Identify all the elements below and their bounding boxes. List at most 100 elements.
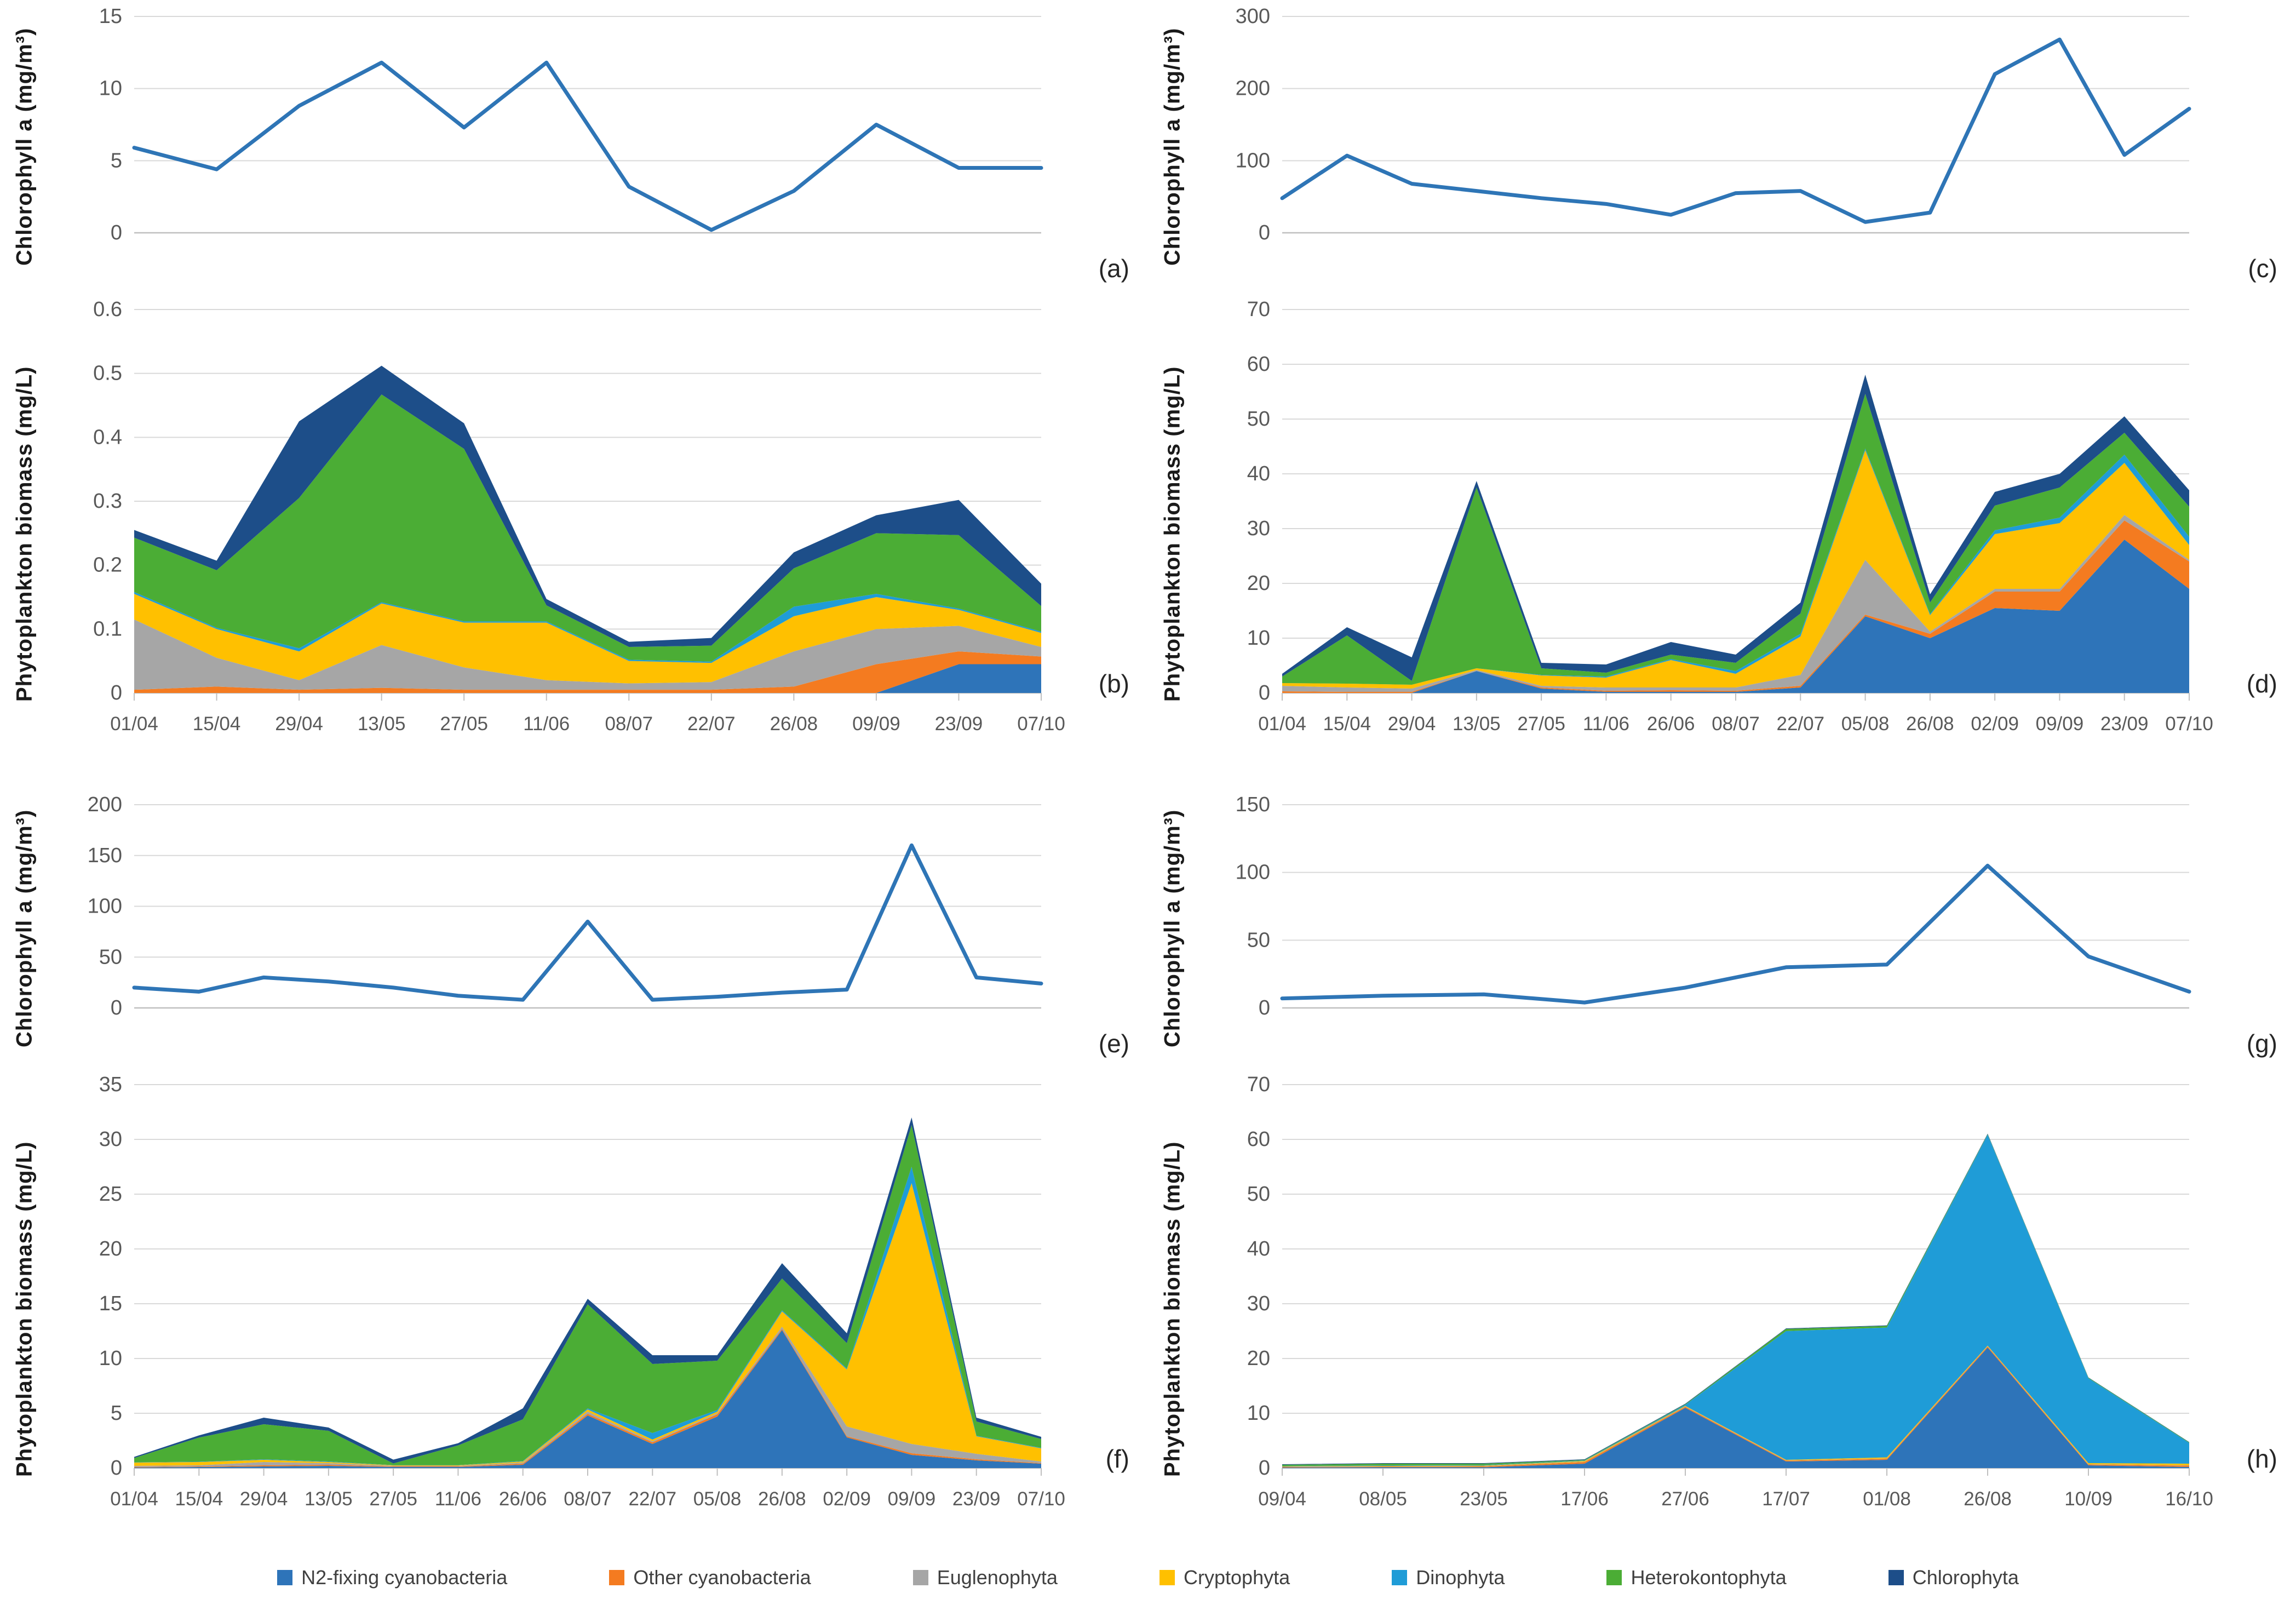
svg-text:60: 60	[1247, 353, 1270, 376]
panel-d: Phytoplankton biomass (mg/L) 0 10 20 30 40 50…	[1148, 293, 2296, 775]
svg-text:0.1: 0.1	[93, 617, 122, 640]
panel-a: Chlorophyll a (mg/m³) 0 5 10 15 (a)	[0, 0, 1148, 293]
svg-text:05/08: 05/08	[1841, 713, 1890, 735]
svg-text:30: 30	[1247, 1292, 1270, 1315]
svg-text:13/05: 13/05	[305, 1488, 353, 1510]
svg-text:100: 100	[1236, 861, 1270, 884]
legend-swatch-icon	[1888, 1570, 1904, 1585]
panel-letter: (c)	[2248, 254, 2277, 283]
svg-text:35: 35	[99, 1073, 122, 1096]
y-axis-title: Phytoplankton biomass (mg/L)	[1160, 1141, 1185, 1477]
panel-letter: (f)	[1105, 1445, 1129, 1473]
svg-text:13/05: 13/05	[358, 713, 406, 735]
legend-label: Heterokontophyta	[1631, 1566, 1787, 1589]
svg-text:22/07: 22/07	[1776, 713, 1824, 735]
svg-text:17/07: 17/07	[1762, 1488, 1810, 1510]
svg-text:08/07: 08/07	[564, 1488, 612, 1510]
svg-text:0: 0	[1259, 1457, 1270, 1480]
y-axis-title: Chlorophyll a (mg/m³)	[1160, 809, 1185, 1047]
svg-text:23/09: 23/09	[2100, 713, 2149, 735]
svg-text:22/07: 22/07	[628, 1488, 676, 1510]
svg-text:20: 20	[99, 1237, 122, 1260]
panel-e: Chlorophyll a (mg/m³) 0 50 100 150 200 (e)	[0, 788, 1148, 1068]
svg-text:29/04: 29/04	[240, 1488, 288, 1510]
legend-label: N2-fixing cyanobacteria	[301, 1566, 508, 1589]
svg-text:50: 50	[1247, 1183, 1270, 1206]
svg-text:09/09: 09/09	[888, 1488, 936, 1510]
panel-f: Phytoplankton biomass (mg/L) 0 5 10 15 20 25 3…	[0, 1068, 1148, 1550]
legend-label: Other cyanobacteria	[633, 1566, 811, 1589]
svg-text:11/06: 11/06	[1583, 713, 1629, 735]
panel-letter: (d)	[2246, 669, 2277, 698]
legend-label: Dinophyta	[1416, 1566, 1505, 1589]
svg-text:300: 300	[1236, 5, 1270, 28]
y-axis-title: Phytoplankton biomass (mg/L)	[12, 366, 37, 702]
panel-letter: (g)	[2246, 1029, 2277, 1058]
svg-text:08/05: 08/05	[1359, 1488, 1407, 1510]
svg-text:27/05: 27/05	[440, 713, 488, 735]
svg-text:5: 5	[111, 149, 122, 172]
svg-text:29/04: 29/04	[275, 713, 323, 735]
taxa-legend: N2-fixing cyanobacteria Other cyanobacter…	[0, 1550, 2296, 1605]
biomass-area-chart-d: 0 10 20 30 40 50 60 70 01/04 15/04 29/04 13/05 27/05…	[1247, 298, 2213, 735]
svg-text:20: 20	[1247, 572, 1270, 595]
svg-text:200: 200	[88, 793, 122, 816]
svg-text:09/09: 09/09	[852, 713, 900, 735]
legend-swatch-icon	[609, 1570, 625, 1585]
panel-letter: (e)	[1098, 1029, 1129, 1058]
svg-text:50: 50	[1247, 928, 1270, 951]
svg-text:07/10: 07/10	[1017, 1488, 1065, 1510]
svg-text:0.6: 0.6	[93, 298, 122, 321]
svg-text:02/09: 02/09	[1971, 713, 2019, 735]
svg-text:0.5: 0.5	[93, 362, 122, 385]
svg-text:13/05: 13/05	[1453, 713, 1501, 735]
svg-text:30: 30	[99, 1128, 122, 1151]
svg-text:70: 70	[1247, 298, 1270, 321]
legend-swatch-icon	[1160, 1570, 1175, 1585]
svg-text:10: 10	[99, 77, 122, 100]
biomass-area-chart-f: 0 5 10 15 20 25 30 35 01/04 15/04 29/04 13/05 27/05 1…	[99, 1073, 1065, 1510]
panel-b: Phytoplankton biomass (mg/L) 0 0.1 0.2 0.3 0…	[0, 293, 1148, 775]
svg-text:150: 150	[1236, 793, 1270, 816]
svg-text:25: 25	[99, 1183, 122, 1206]
svg-text:01/04: 01/04	[1258, 713, 1306, 735]
svg-text:11/06: 11/06	[523, 713, 570, 735]
svg-text:30: 30	[1247, 517, 1270, 540]
legend-item: N2-fixing cyanobacteria	[277, 1566, 507, 1589]
svg-text:0.2: 0.2	[93, 554, 122, 577]
svg-text:27/06: 27/06	[1661, 1488, 1709, 1510]
legend-item: Cryptophyta	[1160, 1566, 1290, 1589]
svg-text:10/09: 10/09	[2064, 1488, 2113, 1510]
svg-text:15/04: 15/04	[1323, 713, 1371, 735]
svg-text:20: 20	[1247, 1347, 1270, 1370]
svg-text:05/08: 05/08	[693, 1488, 742, 1510]
legend-swatch-icon	[277, 1570, 293, 1585]
svg-text:01/04: 01/04	[110, 1488, 158, 1510]
svg-text:26/08: 26/08	[770, 713, 818, 735]
panel-h: Phytoplankton biomass (mg/L) 0 10 20 30 40 50…	[1148, 1068, 2296, 1550]
svg-text:0: 0	[1259, 221, 1270, 244]
svg-text:27/05: 27/05	[1517, 713, 1565, 735]
svg-text:11/06: 11/06	[435, 1488, 481, 1510]
svg-text:23/09: 23/09	[935, 713, 983, 735]
legend-swatch-icon	[1606, 1570, 1622, 1585]
svg-text:09/04: 09/04	[1258, 1488, 1306, 1510]
svg-text:50: 50	[1247, 408, 1270, 431]
legend-swatch-icon	[1392, 1570, 1408, 1585]
svg-text:200: 200	[1236, 77, 1270, 100]
svg-text:08/07: 08/07	[605, 713, 653, 735]
svg-text:15/04: 15/04	[193, 713, 241, 735]
chlorophyll-line-chart-e: 0 50 100 150 200	[88, 793, 1043, 1019]
svg-text:01/08: 01/08	[1863, 1488, 1911, 1510]
biomass-area-chart-b: 0 0.1 0.2 0.3 0.4 0.5 0.6 01/04 15/04 29/04 13/05 2…	[93, 298, 1065, 735]
legend-item: Other cyanobacteria	[609, 1566, 811, 1589]
legend-item: Euglenophyta	[912, 1566, 1058, 1589]
svg-text:07/10: 07/10	[2165, 713, 2213, 735]
svg-text:10: 10	[1247, 1402, 1270, 1425]
svg-text:29/04: 29/04	[1388, 713, 1436, 735]
y-axis-title: Chlorophyll a (mg/m³)	[1160, 27, 1185, 266]
biomass-area-chart-h: 0 10 20 30 40 50 60 70 09/04 08/05 23/05 17/06 27/06…	[1247, 1073, 2213, 1510]
svg-text:0.3: 0.3	[93, 490, 122, 513]
panel-c: Chlorophyll a (mg/m³) 0 100 200 300 (c)	[1148, 0, 2296, 293]
